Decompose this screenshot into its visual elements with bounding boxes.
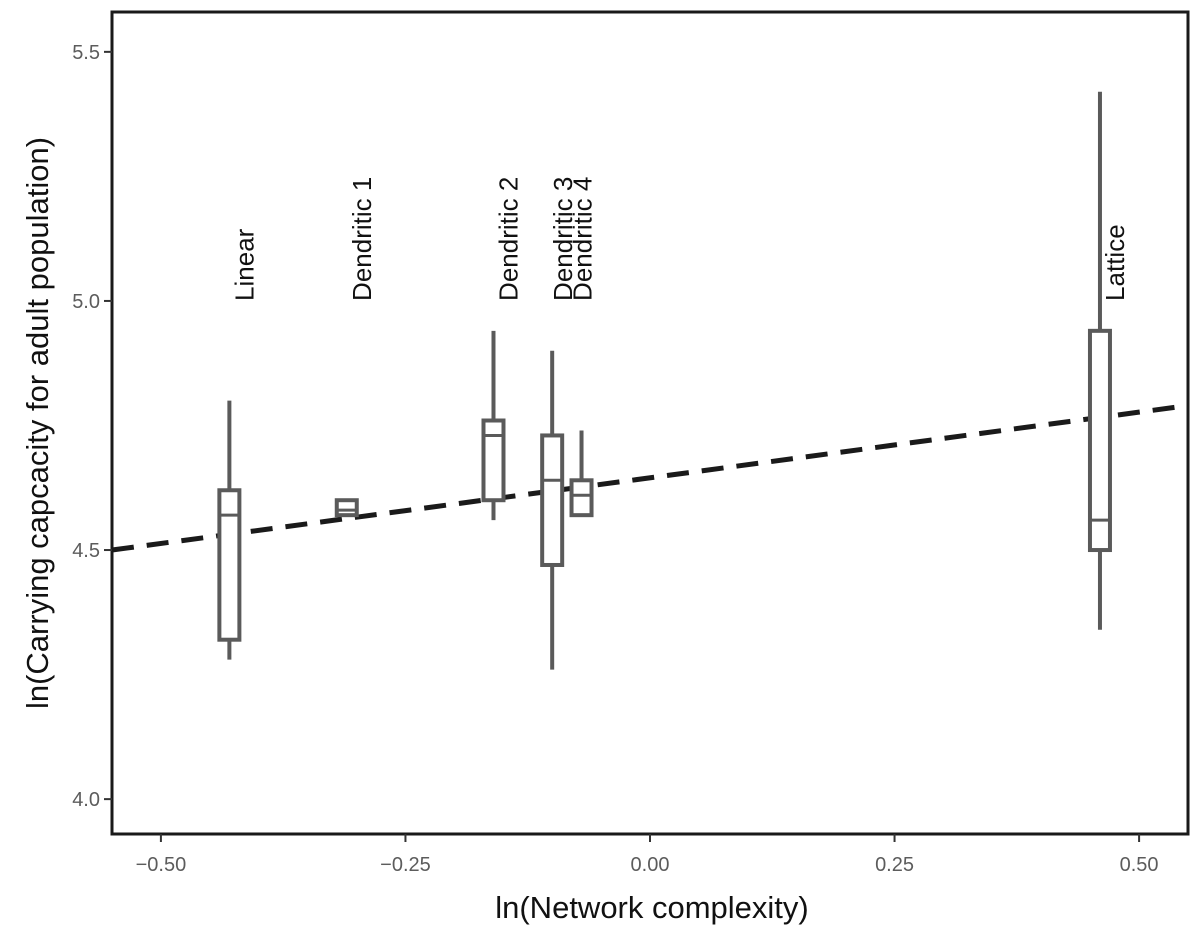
box-iqr xyxy=(334,498,359,518)
y-axis: 4.0 4.5 5.0 5.5 xyxy=(72,42,112,811)
box-dendritic-3 xyxy=(540,350,565,670)
y-tick-label: 4.5 xyxy=(72,540,100,562)
x-tick-label: 0.50 xyxy=(1120,854,1159,876)
boxplot-layer xyxy=(217,91,1112,670)
x-axis: −0.50 −0.25 0.00 0.25 0.50 xyxy=(136,834,1159,876)
group-label: Dendritic 3 xyxy=(548,177,578,301)
y-tick-label: 5.0 xyxy=(72,291,100,313)
box-iqr xyxy=(217,488,242,642)
trend-line-layer xyxy=(111,403,1189,553)
box-dendritic-2 xyxy=(481,330,506,521)
box-dendritic-4 xyxy=(569,430,594,518)
box-iqr xyxy=(569,478,594,518)
box-dendritic-1 xyxy=(334,498,359,518)
group-label: Dendritic 1 xyxy=(347,177,377,301)
y-tick-label: 4.0 xyxy=(72,789,100,811)
x-tick-label: −0.50 xyxy=(136,854,187,876)
group-label: Lattice xyxy=(1100,224,1130,301)
box-linear xyxy=(217,400,242,660)
x-tick-label: 0.25 xyxy=(875,854,914,876)
group-label: Dendritic 4 xyxy=(568,177,598,301)
group-label: Linear xyxy=(229,228,259,301)
group-label: Dendritic 2 xyxy=(493,177,523,301)
box-iqr xyxy=(1087,328,1112,553)
x-tick-label: 0.00 xyxy=(631,854,670,876)
x-axis-title: ln(Network complexity) xyxy=(495,890,809,925)
plot-panel xyxy=(110,10,1190,836)
group-labels: Linear Dendritic 1 Dendritic 2 Dendritic 3D… xyxy=(229,177,1130,301)
trend-line xyxy=(111,403,1189,553)
box-iqr xyxy=(540,433,565,567)
box-lattice xyxy=(1087,91,1112,630)
y-axis-title: ln(Carrying capcacity for adult populati… xyxy=(20,137,55,709)
y-tick-label: 5.5 xyxy=(72,42,100,64)
box-iqr xyxy=(481,418,506,503)
x-tick-label: −0.25 xyxy=(380,854,431,876)
